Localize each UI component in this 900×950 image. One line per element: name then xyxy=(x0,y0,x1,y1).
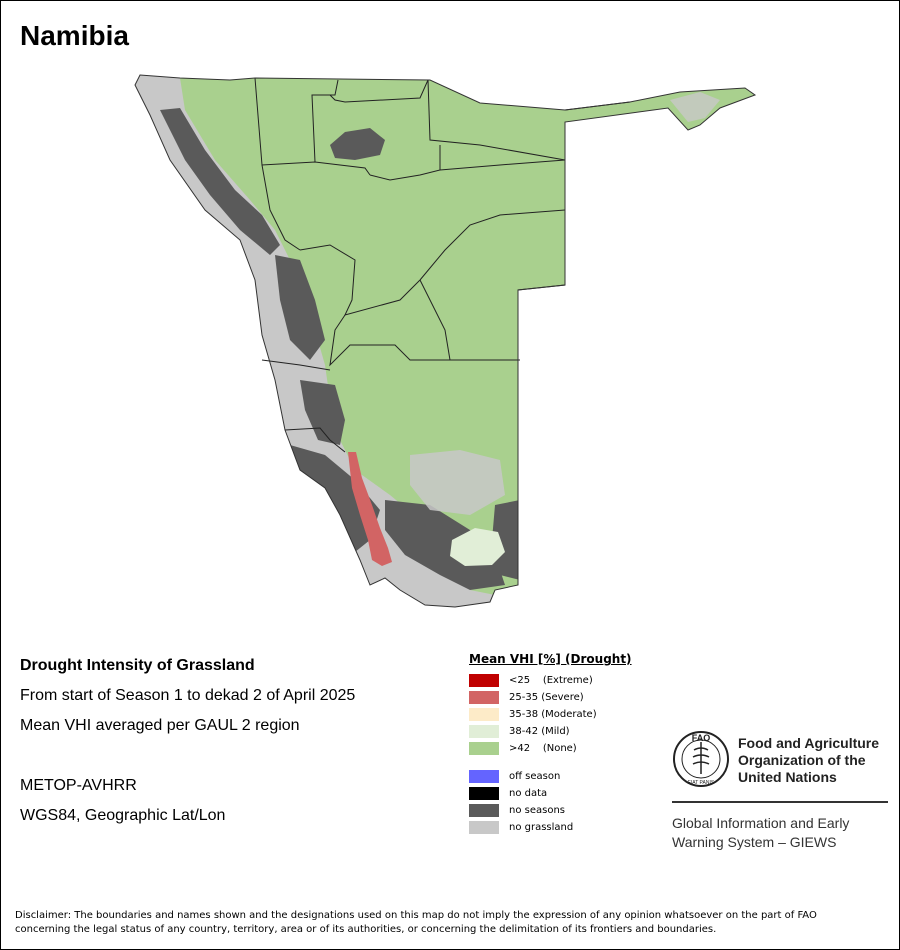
admin-boundaries xyxy=(254,77,631,585)
legend-swatch xyxy=(469,691,499,704)
legend-item-mild: 38-42 (Mild) xyxy=(469,723,659,740)
legend-swatch xyxy=(469,770,499,783)
fao-name-line2: Organization of the xyxy=(738,752,866,768)
giews-name: Global Information and Early Warning Sys… xyxy=(672,814,849,852)
no-seasons-zone-2 xyxy=(275,255,325,360)
legend-swatch xyxy=(469,804,499,817)
map-projection: WGS84, Geographic Lat/Lon xyxy=(20,807,226,824)
map-title: Namibia xyxy=(20,20,129,51)
legend: Mean VHI [%] (Drought) <25 (Extreme) 25-… xyxy=(469,652,659,836)
map-period: From start of Season 1 to dekad 2 of Apr… xyxy=(20,687,356,704)
no-grassland-patch-caprivi xyxy=(670,92,720,122)
fao-divider xyxy=(672,801,888,803)
namibia-map xyxy=(134,74,757,608)
legend-swatch xyxy=(469,742,499,755)
fao-logo-motto: FIAT PANIS xyxy=(688,780,715,786)
fao-name-line3: United Nations xyxy=(738,769,837,785)
no-seasons-etosha xyxy=(330,128,385,160)
legend-item-no-data: no data xyxy=(469,785,659,802)
legend-swatch xyxy=(469,821,499,834)
country-shape xyxy=(135,75,755,607)
no-seasons-zone-3 xyxy=(300,380,345,445)
map-method: Mean VHI averaged per GAUL 2 region xyxy=(20,717,300,734)
legend-label: no data xyxy=(509,788,548,799)
legend-swatch xyxy=(469,674,499,687)
legend-label: 25-35 (Severe) xyxy=(509,692,584,703)
legend-item-off-season: off season xyxy=(469,768,659,785)
legend-label: 38-42 (Mild) xyxy=(509,726,570,737)
fao-branding: FAO FIAT PANIS Food and Agriculture Orga… xyxy=(672,730,888,860)
legend-item-no-seasons: no seasons xyxy=(469,802,659,819)
no-grassland-patch-south xyxy=(410,450,505,515)
legend-item-moderate: 35-38 (Moderate) xyxy=(469,706,659,723)
no-seasons-zone-1 xyxy=(160,108,280,255)
disclaimer-line1: Disclaimer: The boundaries and names sho… xyxy=(15,910,817,921)
legend-item-no-grassland: no grassland xyxy=(469,819,659,836)
no-seasons-zone-5 xyxy=(385,500,505,590)
severe-drought-strip xyxy=(348,452,392,566)
disclaimer-line2: concerning the legal status of any count… xyxy=(15,924,717,935)
no-seasons-zone-4 xyxy=(290,445,380,560)
map-subject: Drought Intensity of Grassland xyxy=(20,657,255,674)
legend-label: 35-38 (Moderate) xyxy=(509,709,597,720)
legend-label: >42 (None) xyxy=(509,743,577,754)
legend-swatch xyxy=(469,725,499,738)
no-seasons-zone-6 xyxy=(492,500,520,580)
disclaimer: Disclaimer: The boundaries and names sho… xyxy=(15,909,890,937)
country-outline xyxy=(134,74,757,608)
legend-label: no grassland xyxy=(509,822,574,833)
map-sensor: METOP-AVHRR xyxy=(20,777,137,794)
legend-item-extreme: <25 (Extreme) xyxy=(469,672,659,689)
legend-title: Mean VHI [%] (Drought) xyxy=(469,652,632,666)
fao-name-line1: Food and Agriculture xyxy=(738,735,880,751)
map-info-block: Drought Intensity of Grassland From star… xyxy=(20,656,440,836)
legend-label: no seasons xyxy=(509,805,566,816)
fao-logo-text: FAO xyxy=(692,733,711,743)
legend-label: off season xyxy=(509,771,561,782)
mild-drought-patch xyxy=(450,528,505,566)
legend-swatch xyxy=(469,708,499,721)
giews-line2: Warning System – GIEWS xyxy=(672,834,837,850)
legend-label: <25 (Extreme) xyxy=(509,675,593,686)
fao-logo-icon: FAO FIAT PANIS xyxy=(673,731,729,787)
fao-name: Food and Agriculture Organization of the… xyxy=(738,735,879,786)
legend-swatch xyxy=(469,787,499,800)
legend-item-none: >42 (None) xyxy=(469,740,659,757)
giews-line1: Global Information and Early xyxy=(672,815,850,831)
legend-item-severe: 25-35 (Severe) xyxy=(469,689,659,706)
